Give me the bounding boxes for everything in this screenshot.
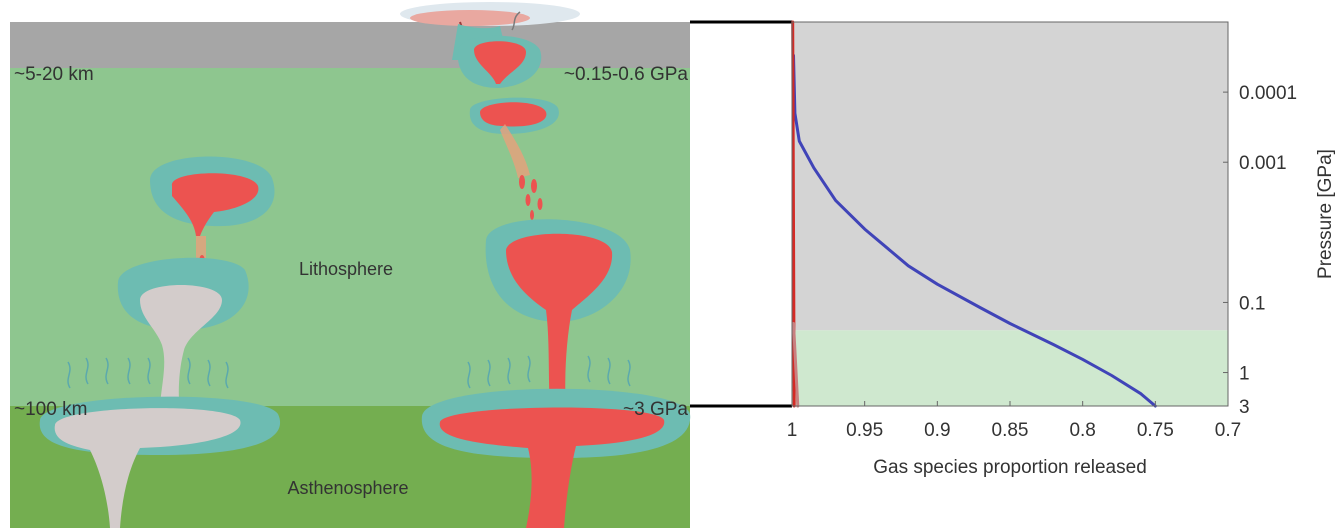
series-line-2 bbox=[792, 322, 800, 408]
series-line-0 bbox=[792, 54, 1157, 408]
x-tick-label: 0.9 bbox=[924, 420, 950, 441]
base-chamber bbox=[439, 407, 665, 528]
main-conduit bbox=[506, 233, 613, 410]
cross-section-panel: ~5-20 km ~0.15-0.6 GPa Lithosphere ~100 … bbox=[10, 2, 792, 528]
y-axis-ticks: 0.0001 0.001 0.1 1 3 bbox=[1223, 83, 1297, 418]
degassing-chart: 1 0.95 0.9 0.85 0.8 0.75 0.7 0.00010.0010.113 … bbox=[787, 20, 1336, 478]
lower-residual bbox=[54, 408, 241, 528]
pressure-label-deep: ~3 GPa bbox=[623, 399, 688, 420]
right-magma-system bbox=[421, 24, 691, 528]
upper-chamber bbox=[171, 173, 259, 236]
depth-label-shallow: ~5-20 km bbox=[14, 64, 94, 85]
crust-layer bbox=[10, 22, 690, 68]
right-vapour-wisps bbox=[467, 355, 631, 389]
left-magma-system bbox=[39, 156, 281, 528]
x-tick-label: 0.95 bbox=[846, 420, 883, 441]
y-tick-label: 3 bbox=[1239, 397, 1250, 418]
x-tick-label: 0.7 bbox=[1215, 420, 1241, 441]
y-tick-label: 0.1 bbox=[1239, 293, 1265, 314]
x-axis-ticks: 1 0.95 0.9 0.85 0.8 0.75 0.7 bbox=[787, 401, 1241, 441]
lithosphere-label: Lithosphere bbox=[299, 259, 393, 279]
pressure-label-shallow: ~0.15-0.6 GPa bbox=[564, 64, 689, 85]
pressure-region-0 bbox=[792, 22, 1228, 331]
y-axis-label: Pressure [GPa] bbox=[1315, 149, 1336, 279]
y-tick-label: 1 bbox=[1239, 364, 1250, 385]
x-tick-label: 1 bbox=[787, 420, 798, 441]
asthenosphere-label: Asthenosphere bbox=[287, 478, 408, 498]
y-tick-label: 0.0001 bbox=[1239, 83, 1297, 104]
x-tick-label: 0.8 bbox=[1069, 420, 1095, 441]
series-lines bbox=[791, 20, 1157, 408]
x-axis-label: Gas species proportion released bbox=[873, 457, 1147, 478]
y-tick-label: 0.001 bbox=[1239, 153, 1287, 174]
x-tick-label: 0.75 bbox=[1137, 420, 1174, 441]
depth-label-deep: ~100 km bbox=[14, 399, 87, 420]
pressure-regions bbox=[792, 22, 1228, 406]
residual-conduit bbox=[140, 285, 222, 410]
shallow-chamber bbox=[474, 41, 526, 84]
shallow-chamber-2 bbox=[480, 102, 547, 127]
eruption-cloud bbox=[400, 2, 580, 35]
x-tick-label: 0.85 bbox=[992, 420, 1029, 441]
left-vapour-wisps bbox=[67, 357, 229, 389]
pressure-region-1 bbox=[792, 330, 1228, 406]
